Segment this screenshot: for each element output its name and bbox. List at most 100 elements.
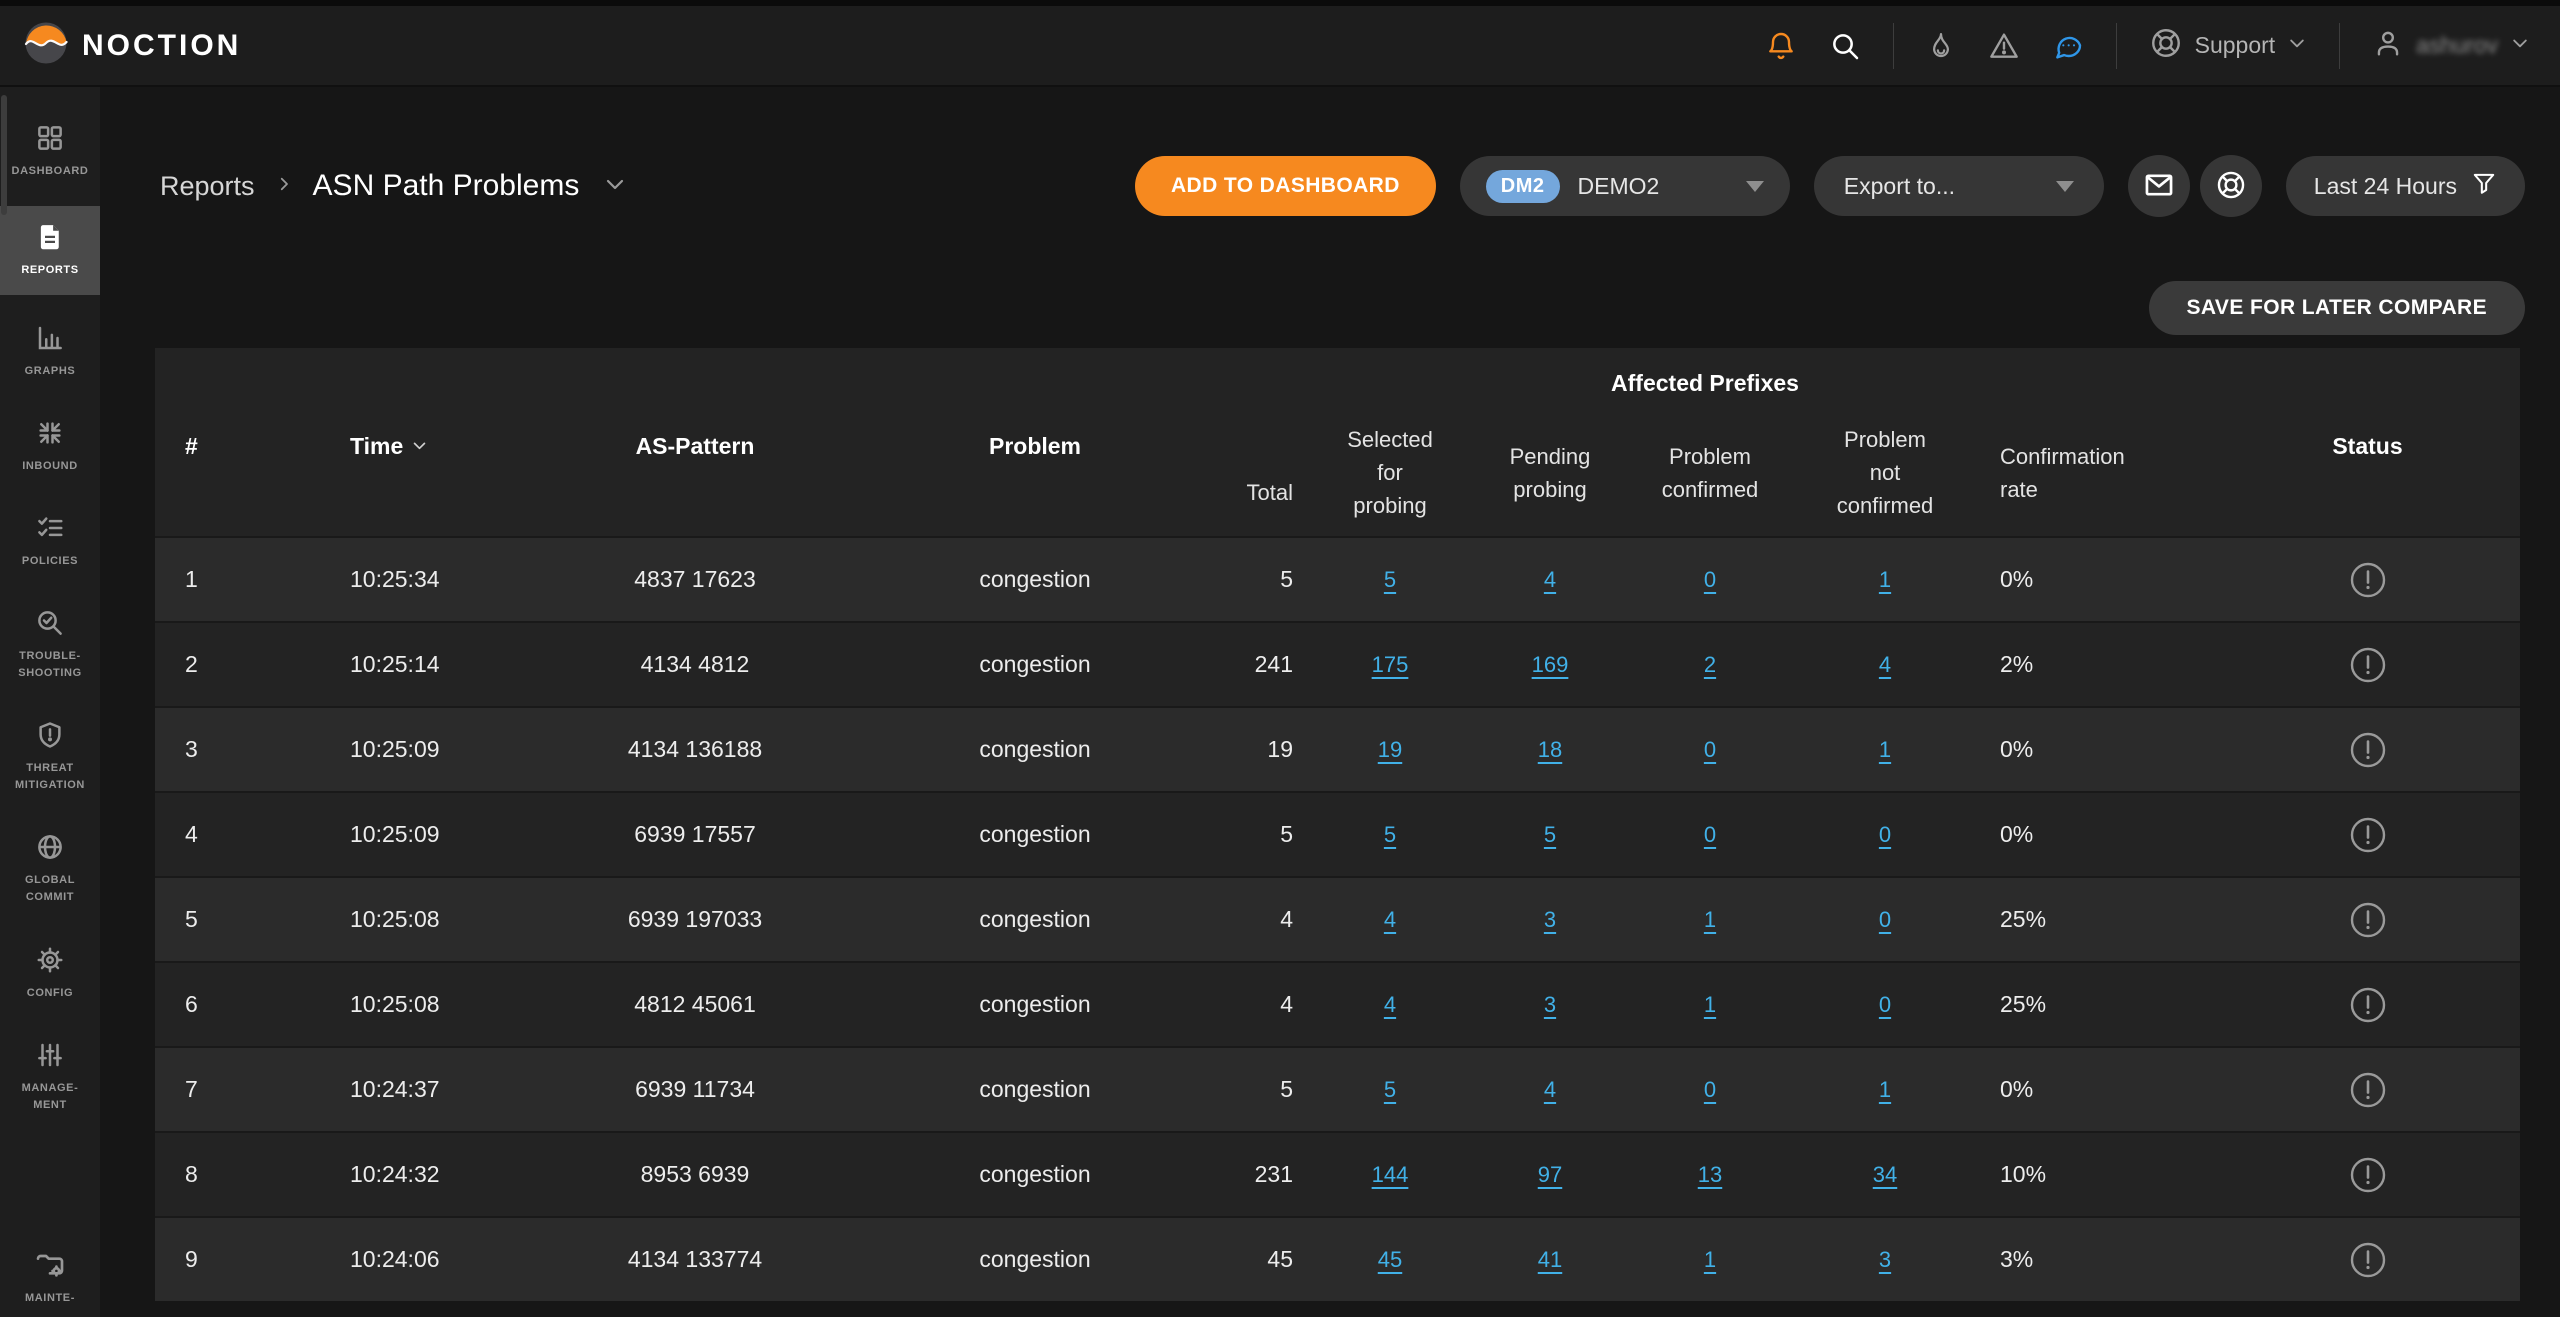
- confirmed-prefixes-link[interactable]: 0: [1703, 737, 1717, 762]
- sidebar-item-troubleshooting[interactable]: TROUBLE- SHOOTING: [0, 596, 100, 694]
- selected-prefixes-link[interactable]: 45: [1377, 1247, 1403, 1272]
- table-row: 1 10:25:34 4837 17623 congestion 5 5 4 0…: [155, 536, 2520, 621]
- device-select[interactable]: DM2 DEMO2: [1459, 156, 1790, 216]
- table-row: 2 10:25:14 4134 4812 congestion 241 175 …: [155, 621, 2520, 706]
- cell-time: 10:24:06: [350, 1246, 440, 1272]
- pending-prefixes-link[interactable]: 18: [1537, 737, 1563, 762]
- sidebar-item-inbound[interactable]: INBOUND: [0, 406, 100, 487]
- warning-triangle-icon[interactable]: [1988, 30, 2020, 62]
- status-alert-icon[interactable]: [2349, 1156, 2387, 1194]
- cell-confirmation-rate: 0%: [2000, 1076, 2034, 1102]
- pending-prefixes-link[interactable]: 4: [1543, 1077, 1557, 1102]
- status-alert-icon[interactable]: [2349, 901, 2387, 939]
- cell-as-pattern: 4837 17623: [634, 566, 756, 592]
- confirmed-prefixes-link[interactable]: 1: [1703, 1247, 1717, 1272]
- confirmed-prefixes-link[interactable]: 0: [1703, 567, 1717, 592]
- cell-problem-confirmed: 1: [1625, 906, 1795, 933]
- main-content: Reports ASN Path Problems ADD TO DASHBOA…: [100, 87, 2560, 1301]
- help-button[interactable]: [2199, 155, 2262, 217]
- cell-problem-not-confirmed: 0: [1795, 991, 1975, 1018]
- cell-total: 45: [1267, 1246, 1293, 1272]
- flame-icon[interactable]: [1926, 31, 1956, 61]
- sidebar-item-maintenance[interactable]: MAINTE-: [0, 1236, 100, 1317]
- sidebar-item-policies[interactable]: POLICIES: [0, 501, 100, 582]
- sidebar-scrollbar[interactable]: [1, 95, 7, 215]
- not-confirmed-prefixes-link[interactable]: 34: [1872, 1162, 1898, 1187]
- status-alert-icon[interactable]: [2349, 731, 2387, 769]
- cell-selected-for-probing: 5: [1305, 566, 1475, 593]
- confirmed-prefixes-link[interactable]: 1: [1703, 907, 1717, 932]
- cell-problem-confirmed: 1: [1625, 991, 1795, 1018]
- not-confirmed-prefixes-link[interactable]: 1: [1878, 567, 1892, 592]
- pending-prefixes-link[interactable]: 97: [1537, 1162, 1563, 1187]
- not-confirmed-prefixes-link[interactable]: 0: [1878, 822, 1892, 847]
- sidebar-item-reports[interactable]: REPORTS: [0, 206, 100, 296]
- cell-problem: congestion: [979, 1076, 1091, 1102]
- confirmed-prefixes-link[interactable]: 13: [1697, 1162, 1723, 1187]
- selected-prefixes-link[interactable]: 5: [1383, 822, 1397, 847]
- add-to-dashboard-button[interactable]: ADD TO DASHBOARD: [1134, 156, 1436, 216]
- sidebar-item-graphs[interactable]: GRAPHS: [0, 311, 100, 392]
- selected-prefixes-link[interactable]: 4: [1383, 992, 1397, 1017]
- sidebar-item-global-commit[interactable]: GLOBAL COMMIT: [0, 820, 100, 918]
- chat-bubble-icon[interactable]: [2052, 30, 2084, 62]
- not-confirmed-prefixes-link[interactable]: 1: [1878, 737, 1892, 762]
- cell-selected-for-probing: 175: [1305, 651, 1475, 678]
- status-alert-icon[interactable]: [2349, 1241, 2387, 1279]
- status-alert-icon[interactable]: [2349, 816, 2387, 854]
- support-menu[interactable]: Support: [2149, 26, 2308, 65]
- save-for-later-compare-button[interactable]: SAVE FOR LATER COMPARE: [2148, 281, 2525, 335]
- confirmed-prefixes-link[interactable]: 2: [1703, 652, 1717, 677]
- pending-prefixes-link[interactable]: 4: [1543, 567, 1557, 592]
- search-icon[interactable]: [1829, 30, 1861, 62]
- sidebar-item-threat-mitigation[interactable]: THREAT MITIGATION: [0, 708, 100, 806]
- not-confirmed-prefixes-link[interactable]: 4: [1878, 652, 1892, 677]
- selected-prefixes-link[interactable]: 4: [1383, 907, 1397, 932]
- breadcrumb-separator-icon: [275, 175, 293, 198]
- not-confirmed-prefixes-link[interactable]: 1: [1878, 1077, 1892, 1102]
- status-alert-icon[interactable]: [2349, 646, 2387, 684]
- col-header-time[interactable]: Time: [265, 433, 515, 460]
- cell-selected-for-probing: 5: [1305, 821, 1475, 848]
- breadcrumb-reports-link[interactable]: Reports: [160, 170, 255, 201]
- not-confirmed-prefixes-link[interactable]: 0: [1878, 992, 1892, 1017]
- selected-prefixes-link[interactable]: 5: [1383, 567, 1397, 592]
- selected-prefixes-link[interactable]: 144: [1371, 1162, 1409, 1187]
- cell-row-number: 1: [185, 566, 198, 592]
- selected-prefixes-link[interactable]: 175: [1371, 652, 1409, 677]
- user-menu[interactable]: ashurov: [2372, 27, 2530, 64]
- email-report-button[interactable]: [2127, 155, 2190, 217]
- cell-confirmation-rate: 0%: [2000, 736, 2034, 762]
- selected-prefixes-link[interactable]: 19: [1377, 737, 1403, 762]
- not-confirmed-prefixes-link[interactable]: 0: [1878, 907, 1892, 932]
- status-alert-icon[interactable]: [2349, 1071, 2387, 1109]
- col-header-problem: Problem: [988, 432, 1082, 459]
- notifications-bell-icon[interactable]: [1765, 30, 1797, 62]
- pending-prefixes-link[interactable]: 3: [1543, 992, 1557, 1017]
- cell-problem-not-confirmed: 1: [1795, 736, 1975, 763]
- confirmed-prefixes-link[interactable]: 1: [1703, 992, 1717, 1017]
- report-selector-chevron-icon[interactable]: [603, 172, 627, 201]
- cell-selected-for-probing: 144: [1305, 1161, 1475, 1188]
- cell-total: 241: [1254, 651, 1293, 677]
- cell-problem: congestion: [979, 736, 1091, 762]
- sidebar-item-config[interactable]: CONFIG: [0, 933, 100, 1014]
- pending-prefixes-link[interactable]: 41: [1537, 1247, 1563, 1272]
- selected-prefixes-link[interactable]: 5: [1383, 1077, 1397, 1102]
- not-confirmed-prefixes-link[interactable]: 3: [1878, 1247, 1892, 1272]
- status-alert-icon[interactable]: [2349, 986, 2387, 1024]
- export-select[interactable]: Export to...: [1813, 156, 2104, 216]
- cell-problem: congestion: [979, 1161, 1091, 1187]
- status-alert-icon[interactable]: [2349, 561, 2387, 599]
- pending-prefixes-link[interactable]: 169: [1531, 652, 1569, 677]
- sidebar-item-dashboard[interactable]: DASHBOARD: [0, 111, 100, 192]
- pending-prefixes-link[interactable]: 3: [1543, 907, 1557, 932]
- pending-prefixes-link[interactable]: 5: [1543, 822, 1557, 847]
- globe-icon: [35, 832, 65, 865]
- confirmed-prefixes-link[interactable]: 0: [1703, 1077, 1717, 1102]
- confirmed-prefixes-link[interactable]: 0: [1703, 822, 1717, 847]
- sidebar-item-management[interactable]: MANAGE- MENT: [0, 1028, 100, 1126]
- table-row: 7 10:24:37 6939 11734 congestion 5 5 4 0…: [155, 1046, 2520, 1131]
- time-range-filter[interactable]: Last 24 Hours: [2285, 156, 2525, 216]
- mail-icon: [2142, 168, 2176, 205]
